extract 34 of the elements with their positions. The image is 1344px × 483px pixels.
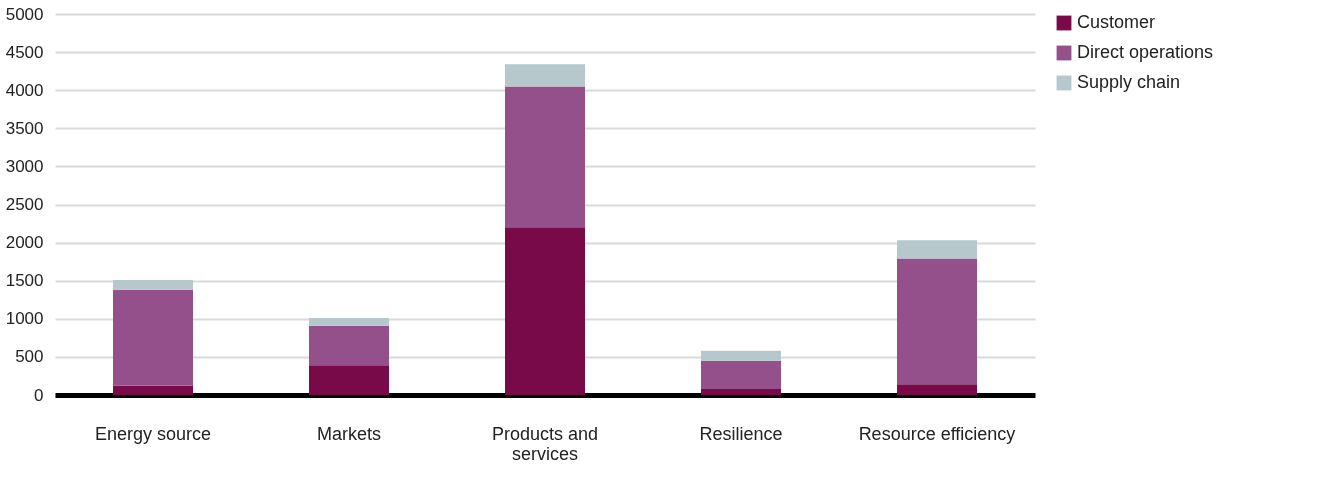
- bar: [309, 318, 389, 326]
- bar: [309, 365, 389, 395]
- x-tick-label: Markets: [316, 423, 382, 444]
- y-tick-label: 3500: [5, 118, 44, 138]
- x-tick-label: Resource efficiency: [858, 423, 1016, 444]
- y-tick-label: 1000: [5, 309, 44, 329]
- bar: [897, 384, 977, 395]
- bar: [701, 388, 781, 395]
- y-tick-label: 1500: [5, 271, 44, 291]
- bar: [897, 258, 977, 385]
- x-tick-label: Resilience: [699, 423, 783, 444]
- y-tick-label: 4000: [5, 80, 44, 100]
- legend-label: Supply chain: [1077, 72, 1181, 92]
- bar: [897, 240, 977, 259]
- y-tick-label: 500: [15, 347, 44, 367]
- bar: [505, 227, 585, 395]
- bar: [701, 360, 781, 389]
- y-tick-label: 5000: [5, 4, 44, 24]
- bar: [505, 86, 585, 228]
- legend-label: Direct operations: [1077, 42, 1214, 62]
- legend-label: Customer: [1077, 12, 1156, 32]
- y-tick-label: 3000: [5, 156, 44, 176]
- bar: [113, 279, 193, 290]
- bar: [113, 289, 193, 386]
- x-tick-label: Energy source: [94, 423, 212, 444]
- bar: [309, 325, 389, 366]
- bar: [113, 385, 193, 395]
- y-tick-label: 4500: [5, 42, 44, 62]
- bar: [505, 64, 585, 87]
- x-tick-label: Products and services: [491, 423, 599, 464]
- y-tick-label: 2000: [5, 233, 44, 253]
- y-tick-label: 2500: [5, 195, 44, 214]
- bar: [701, 350, 781, 361]
- y-tick-label: 0: [34, 385, 44, 405]
